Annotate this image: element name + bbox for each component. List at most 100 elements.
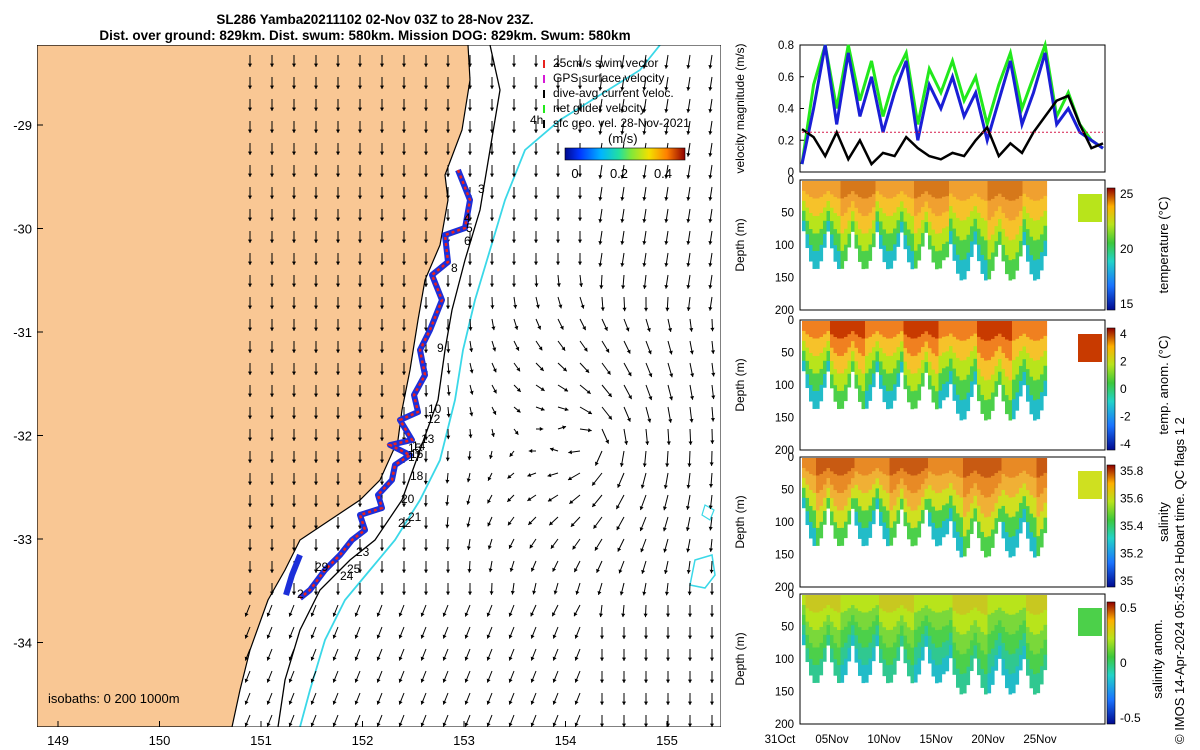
velocity-vector-head (582, 326, 586, 331)
section-cell (959, 380, 964, 401)
section-cell (900, 201, 904, 213)
section-cell (1029, 236, 1034, 256)
section-cell (812, 492, 817, 511)
section-cell (879, 334, 883, 349)
velocity-vector-head (709, 723, 715, 727)
section-cell (826, 615, 831, 626)
velocity-vector-head (491, 433, 496, 437)
section-cell (973, 346, 978, 360)
section-cell (868, 521, 873, 538)
section-cell (987, 181, 992, 202)
section-cell (1008, 360, 1013, 381)
velocity-vector-head (247, 327, 253, 331)
section-cell (1029, 358, 1034, 378)
velocity-vector-head (511, 129, 517, 133)
section-cell (994, 241, 999, 257)
section-cell (907, 213, 911, 230)
section-cell (921, 621, 925, 635)
section-cell (847, 233, 852, 248)
velocity-vector-head (619, 463, 624, 467)
section-cell (970, 518, 974, 535)
section-cell (1019, 350, 1023, 367)
velocity-vector-head (269, 305, 275, 309)
section-cell (823, 220, 827, 235)
velocity-vector-head (686, 263, 691, 267)
velocity-vector-head (620, 131, 625, 135)
velocity-vector-head (687, 591, 692, 596)
velocity-vector-head (708, 505, 713, 510)
colorbar-label: salinity anom. (1150, 619, 1165, 698)
velocity-vector-head (420, 634, 425, 639)
velocity-vector-head (508, 722, 513, 727)
section-cell (865, 250, 869, 269)
section-cell (840, 373, 845, 392)
depth-ytick: 200 (775, 445, 794, 457)
colorbar-tick: 25 (1120, 187, 1134, 201)
day-label: 18 (410, 469, 424, 483)
section-cell (949, 231, 953, 245)
section-cell (984, 181, 988, 202)
section-cell (886, 321, 890, 340)
colorbar-label: (m/s) (608, 131, 638, 146)
velocity-vector-head (686, 570, 691, 574)
section-cell (879, 471, 883, 486)
section-cell (942, 489, 946, 506)
section-cell (917, 368, 922, 385)
velocity-vector-head (568, 450, 573, 455)
section-cell (809, 229, 813, 246)
velocity-vector-head (530, 567, 535, 572)
depth-ytick: 100 (775, 517, 794, 529)
section-cell (1040, 666, 1044, 685)
section-cell (837, 216, 841, 235)
section-cell (949, 495, 953, 509)
section-cell (977, 336, 981, 354)
velocity-vector-head (313, 151, 319, 155)
section-cell (826, 361, 831, 372)
velocity-vector-head (401, 107, 407, 111)
section-cell (875, 351, 880, 363)
title-line-1: SL286 Yamba20211102 02-Nov 03Z to 28-Nov… (216, 12, 534, 27)
section-cell (977, 595, 981, 612)
velocity-vector-head (489, 129, 495, 133)
velocity-vector-head (247, 85, 253, 89)
section-cell (851, 341, 855, 352)
section-cell (910, 612, 915, 631)
section-cell (851, 605, 855, 616)
section-cell (959, 200, 964, 222)
section-cell (984, 537, 988, 558)
section-cell (1005, 532, 1009, 552)
section-cell (991, 234, 995, 254)
section-cell (956, 339, 960, 359)
section-cell (837, 647, 841, 666)
velocity-vector-head (665, 307, 670, 312)
velocity-vector-head (291, 239, 297, 243)
section-cell (837, 612, 841, 631)
section-cell (819, 642, 824, 660)
section-cell (1015, 216, 1020, 235)
section-cell (1036, 399, 1041, 420)
section-cell (851, 331, 855, 342)
section-cell (889, 373, 894, 392)
section-cell (994, 211, 999, 227)
section-cell (914, 629, 918, 648)
section-cell (956, 613, 960, 633)
section-cell (917, 658, 922, 675)
section-cell (840, 612, 845, 631)
velocity-vector-head (291, 591, 297, 595)
section-cell (809, 643, 813, 660)
velocity-vector-head (625, 327, 630, 332)
velocity-vector-head (555, 129, 561, 133)
velocity-vector-head (577, 173, 583, 177)
section-cell (938, 321, 943, 339)
velocity-vector-head (423, 569, 429, 573)
section-cell (907, 659, 911, 677)
velocity-vector-head (445, 479, 450, 484)
velocity-vector-head (423, 63, 429, 67)
velocity-vector-head (577, 129, 583, 133)
velocity-vector-head (619, 591, 624, 596)
velocity-vector-head (467, 261, 473, 265)
section-cell (903, 181, 908, 196)
section-cell (893, 610, 897, 628)
velocity-vector-head (686, 87, 691, 91)
